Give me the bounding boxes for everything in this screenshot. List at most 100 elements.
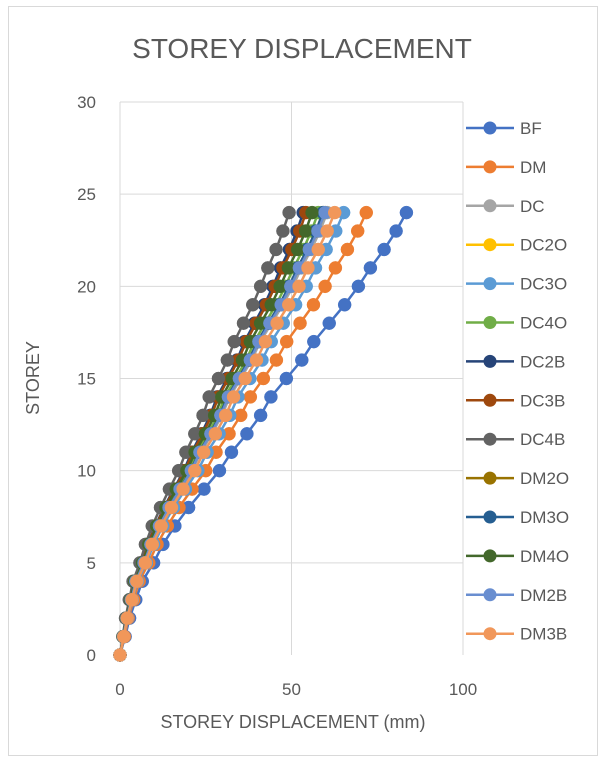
legend-item-dm4o: DM4O xyxy=(466,547,569,566)
data-point-dm3b xyxy=(113,648,127,662)
data-point-dm4o xyxy=(305,205,319,220)
legend-marker-dc4b xyxy=(483,432,497,446)
data-point-dm3b xyxy=(164,500,179,515)
data-point-dc4b xyxy=(276,224,290,238)
data-point-bf xyxy=(399,205,414,220)
legend-item-dc2b: DC2B xyxy=(466,352,565,371)
legend-marker-dc3b xyxy=(483,393,497,407)
data-point-dm4o xyxy=(298,224,313,238)
data-point-dc4b xyxy=(261,261,275,275)
data-point-dm3b xyxy=(282,298,296,312)
x-tick-label: 50 xyxy=(282,680,301,699)
legend-label-bf: BF xyxy=(520,119,542,138)
data-point-dm3b xyxy=(196,445,211,459)
data-point-dm xyxy=(328,261,343,275)
data-point-dc4b xyxy=(269,242,283,257)
legend-label-dc3o: DC3O xyxy=(520,275,567,294)
chart-title: STOREY DISPLACEMENT xyxy=(132,33,472,64)
legend-item-bf: BF xyxy=(466,119,542,138)
y-tick-label: 10 xyxy=(77,462,96,481)
legend-marker-dm2o xyxy=(483,471,497,485)
data-point-dm3b xyxy=(311,242,326,257)
legend-marker-dm4o xyxy=(483,549,497,563)
legend-marker-dc2o xyxy=(483,238,497,252)
legend-marker-dc4o xyxy=(483,316,497,329)
data-point-dc4b xyxy=(282,205,296,220)
y-tick-label: 25 xyxy=(77,185,96,204)
legend-marker-dc2b xyxy=(483,354,497,368)
legend-label-dc4b: DC4B xyxy=(520,430,565,449)
data-point-dm xyxy=(279,334,294,349)
legend-item-dc4b: DC4B xyxy=(466,430,565,449)
data-point-dm xyxy=(340,242,355,257)
data-point-bf xyxy=(307,334,321,349)
legend-label-dm: DM xyxy=(520,158,546,177)
legend-label-dm4o: DM4O xyxy=(520,547,569,566)
data-point-dm xyxy=(306,298,321,312)
data-point-bf xyxy=(279,371,294,386)
data-point-dc4b xyxy=(220,353,235,367)
legend-label-dm2o: DM2O xyxy=(520,469,569,488)
legend-marker-dc3o xyxy=(483,277,497,291)
data-point-dc4b xyxy=(211,371,226,386)
data-point-dm3b xyxy=(292,279,306,294)
legend-marker-dm xyxy=(483,160,497,174)
data-point-bf xyxy=(351,279,366,294)
data-point-dm3b xyxy=(130,574,144,589)
data-point-dm3b xyxy=(249,353,264,367)
data-point-bf xyxy=(240,427,254,441)
y-tick-label: 0 xyxy=(87,646,96,665)
data-point-bf xyxy=(264,390,278,404)
legend-label-dm3b: DM3B xyxy=(520,625,567,644)
data-point-bf xyxy=(295,353,309,367)
data-point-dm3b xyxy=(218,408,233,423)
data-point-dm3b xyxy=(145,537,159,552)
data-point-dm xyxy=(318,279,332,294)
legend-label-dc2o: DC2O xyxy=(520,236,567,255)
data-point-bf xyxy=(337,298,352,312)
legend-item-dm3b: DM3B xyxy=(466,625,567,644)
y-axis-title: STOREY xyxy=(23,341,43,415)
legend-item-dm2b: DM2B xyxy=(466,586,567,605)
series-dm3b xyxy=(113,205,342,662)
series-layer xyxy=(113,205,414,662)
legend-marker-dc xyxy=(483,199,497,213)
data-point-dm3b xyxy=(176,482,190,496)
legend: BF DM DC DC2O DC3O DC4O DC2B DC3B DC4B DM2O DM3O DM… xyxy=(466,119,569,644)
data-point-dm3b xyxy=(125,592,139,607)
data-point-bf xyxy=(224,445,239,459)
data-point-dm3b xyxy=(327,205,342,220)
data-point-dm4o xyxy=(290,242,305,257)
data-point-dm3b xyxy=(208,427,223,441)
data-point-dm3b xyxy=(301,261,315,275)
data-point-dm3b xyxy=(226,390,241,404)
data-point-dc4b xyxy=(202,390,216,404)
data-point-dm xyxy=(293,316,307,330)
legend-item-dm2o: DM2O xyxy=(466,469,569,488)
legend-marker-dm3o xyxy=(483,510,497,524)
legend-label-dm2b: DM2B xyxy=(520,586,567,605)
data-point-dm3b xyxy=(270,316,284,330)
y-tick-label: 5 xyxy=(87,554,96,573)
data-point-dm3b xyxy=(117,629,131,644)
legend-marker-dm3b xyxy=(483,627,497,641)
x-tick-label: 0 xyxy=(115,680,124,699)
legend-label-dm3o: DM3O xyxy=(520,508,569,527)
data-point-dc4b xyxy=(227,334,241,349)
data-point-bf xyxy=(253,408,268,423)
x-axis-title: STOREY DISPLACEMENT (mm) xyxy=(160,712,425,732)
legend-marker-dm2b xyxy=(483,588,497,602)
data-point-dm xyxy=(350,224,365,238)
series-bf xyxy=(113,205,414,662)
data-point-dm xyxy=(359,205,374,220)
data-point-bf xyxy=(212,463,227,478)
legend-item-dm3o: DM3O xyxy=(466,508,569,527)
data-point-dm xyxy=(256,371,271,386)
legend-label-dc: DC xyxy=(520,197,545,216)
legend-item-dc3b: DC3B xyxy=(466,391,565,410)
data-point-bf xyxy=(197,482,211,496)
legend-label-dc2b: DC2B xyxy=(520,352,565,371)
y-tick-label: 20 xyxy=(77,277,96,296)
